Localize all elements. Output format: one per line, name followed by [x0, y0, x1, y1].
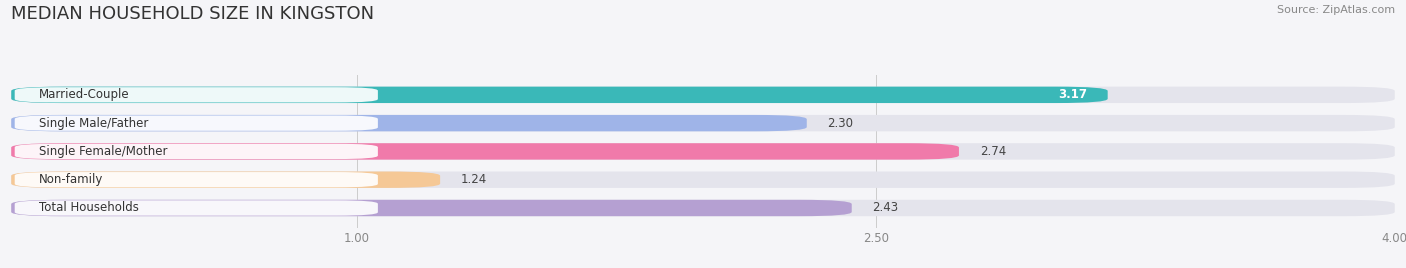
FancyBboxPatch shape — [11, 143, 959, 160]
FancyBboxPatch shape — [11, 87, 1395, 103]
FancyBboxPatch shape — [11, 172, 440, 188]
Text: 1.24: 1.24 — [461, 173, 486, 186]
FancyBboxPatch shape — [11, 200, 852, 216]
Text: Single Female/Mother: Single Female/Mother — [39, 145, 167, 158]
Text: Married-Couple: Married-Couple — [39, 88, 129, 101]
FancyBboxPatch shape — [14, 172, 378, 187]
Text: Non-family: Non-family — [39, 173, 103, 186]
FancyBboxPatch shape — [11, 143, 1395, 160]
FancyBboxPatch shape — [14, 144, 378, 159]
Text: 3.17: 3.17 — [1057, 88, 1087, 101]
Text: MEDIAN HOUSEHOLD SIZE IN KINGSTON: MEDIAN HOUSEHOLD SIZE IN KINGSTON — [11, 5, 374, 23]
FancyBboxPatch shape — [14, 116, 378, 131]
Text: 2.74: 2.74 — [980, 145, 1005, 158]
Text: Source: ZipAtlas.com: Source: ZipAtlas.com — [1277, 5, 1395, 15]
Text: 2.30: 2.30 — [828, 117, 853, 130]
FancyBboxPatch shape — [14, 200, 378, 216]
FancyBboxPatch shape — [11, 115, 807, 131]
Text: Single Male/Father: Single Male/Father — [39, 117, 148, 130]
FancyBboxPatch shape — [11, 115, 1395, 131]
Text: Total Households: Total Households — [39, 202, 139, 214]
FancyBboxPatch shape — [11, 87, 1108, 103]
Text: 2.43: 2.43 — [873, 202, 898, 214]
FancyBboxPatch shape — [11, 200, 1395, 216]
FancyBboxPatch shape — [11, 172, 1395, 188]
FancyBboxPatch shape — [14, 87, 378, 102]
